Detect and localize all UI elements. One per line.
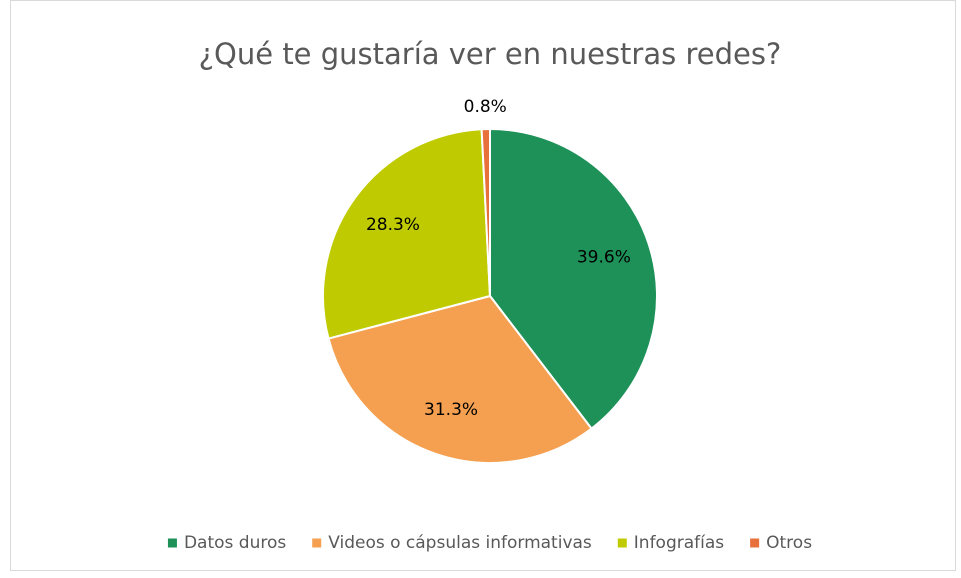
data-label: 28.3% <box>366 215 420 235</box>
legend-label: Datos duros <box>184 533 286 553</box>
chart-title: ¿Qué te gustaría ver en nuestras redes? <box>199 37 782 71</box>
data-label: 31.3% <box>424 400 478 420</box>
pie-slice <box>327 294 593 464</box>
legend-label: Infografías <box>634 533 724 553</box>
data-label: 39.6% <box>577 247 631 267</box>
pie-slice <box>489 127 658 430</box>
legend-label: Otros <box>766 533 812 553</box>
legend-marker <box>167 538 177 548</box>
legend-marker <box>312 538 322 548</box>
legend-marker <box>750 538 760 548</box>
pie-slice <box>322 128 492 340</box>
legend-label: Videos o cápsulas informativas <box>328 533 592 553</box>
pie-slice <box>480 127 491 297</box>
data-label: 0.8% <box>464 97 507 117</box>
legend-marker <box>617 538 627 548</box>
